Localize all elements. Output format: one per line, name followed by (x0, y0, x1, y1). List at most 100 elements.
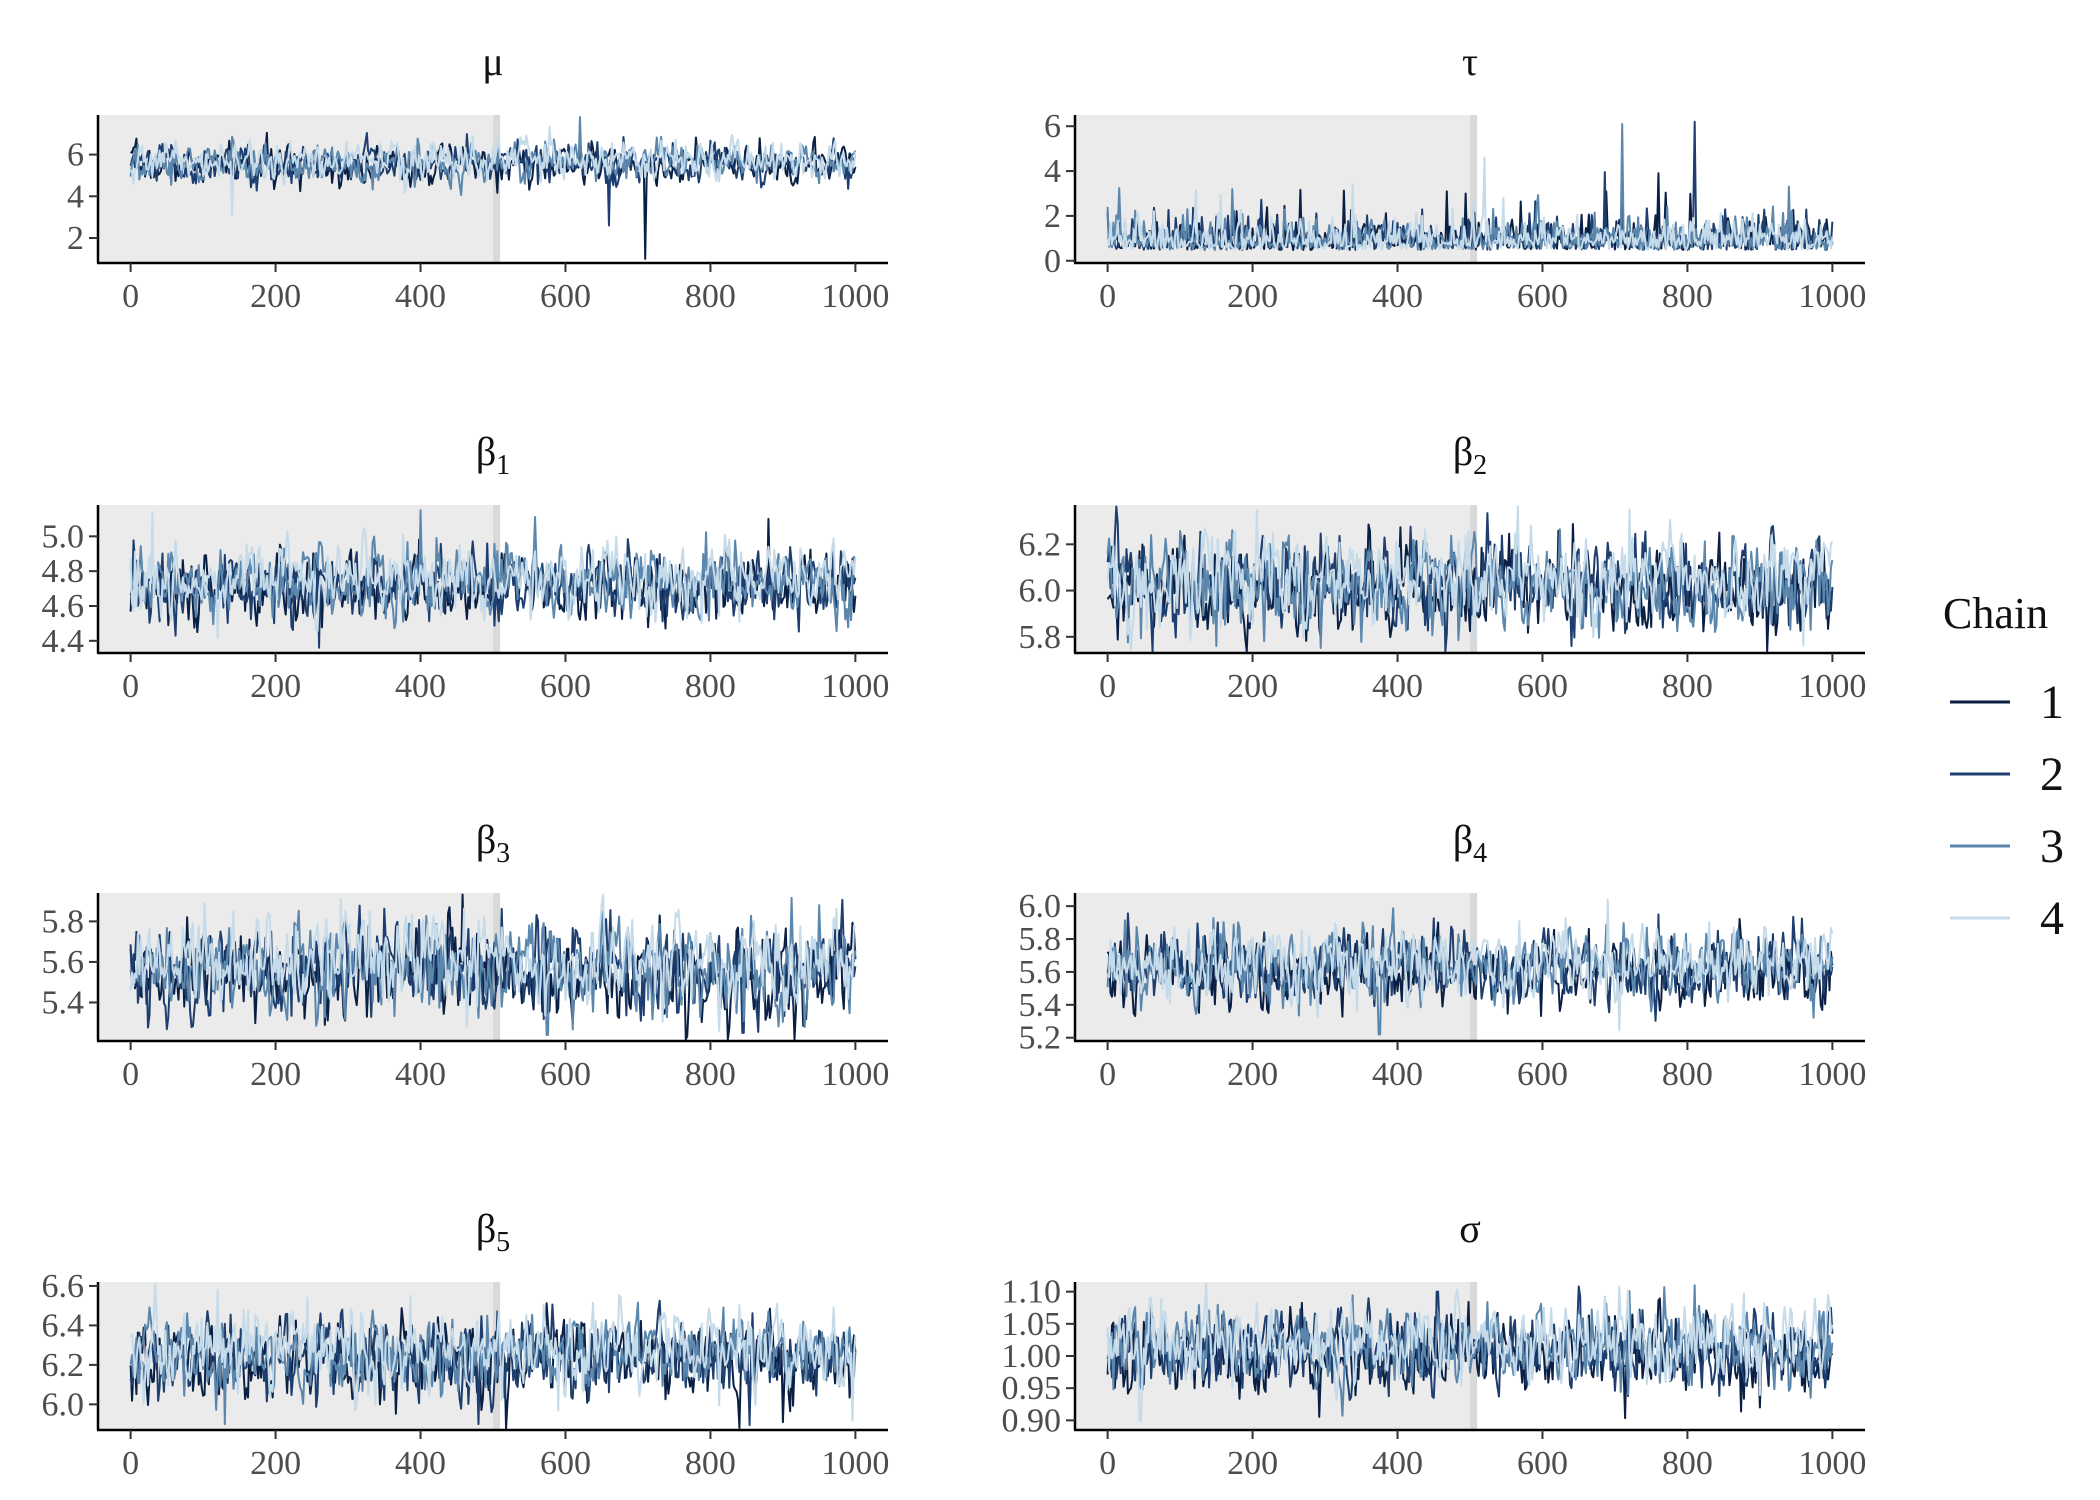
y-tick-label: 6.2 (42, 1347, 85, 1384)
trace-panel-7: β5 0 200 400 600 800 1000 6.06.26.46.6 (42, 1206, 890, 1482)
y-tick-label: 4.4 (42, 623, 85, 660)
y-tick-label: 2 (1044, 198, 1061, 235)
y-tick-label: 5.8 (42, 903, 85, 940)
y-tick-label: 6 (67, 137, 84, 174)
legend-item-1: 1 (1950, 676, 2064, 729)
x-tick-label: 800 (1662, 1056, 1713, 1093)
y-tick-label: 4 (67, 178, 84, 215)
chain-4-trace (129, 1282, 857, 1422)
y-tick-label: 6 (1044, 108, 1061, 145)
panel-title-symbol: β (1453, 429, 1473, 474)
x-tick-label: 800 (685, 668, 736, 705)
trace-panel-4: β2 0 200 400 600 800 1000 5.8 6.0 6.2 (1019, 429, 1867, 705)
panel-title-symbol: τ (1462, 39, 1478, 84)
x-tick-label: 400 (1372, 1056, 1423, 1093)
legend-item-4: 4 (1950, 892, 2064, 945)
panel-title-symbol: σ (1459, 1206, 1481, 1251)
legend-item-2: 2 (1950, 748, 2064, 801)
y-tick-label: 0.95 (1002, 1370, 1062, 1407)
x-tick-label: 400 (1372, 1445, 1423, 1482)
y-tick-label: 5.8 (1019, 619, 1062, 656)
chain-4-trace (1106, 505, 1834, 652)
y-tick-label: 0.90 (1002, 1402, 1062, 1439)
x-tick-label: 1000 (1798, 278, 1866, 315)
x-tick-label: 800 (1662, 1445, 1713, 1482)
panel-title-subscript: 3 (496, 838, 510, 869)
legend-label-3: 3 (2040, 820, 2064, 873)
x-tick-label: 800 (1662, 668, 1713, 705)
x-tick-label: 0 (1099, 1445, 1116, 1482)
x-tick-label: 200 (1227, 278, 1278, 315)
x-tick-label: 400 (395, 1056, 446, 1093)
x-tick-label: 400 (1372, 278, 1423, 315)
x-tick-label: 1000 (821, 1445, 889, 1482)
x-tick-label: 400 (1372, 668, 1423, 705)
x-tick-label: 0 (1099, 278, 1116, 315)
y-tick-label: 1.10 (1002, 1274, 1062, 1311)
x-tick-label: 600 (540, 668, 591, 705)
y-tick-label: 5.8 (1019, 921, 1062, 958)
x-tick-label: 600 (1517, 278, 1568, 315)
y-tick-label: 6.0 (1019, 888, 1062, 925)
y-tick-label: 5.4 (1019, 987, 1062, 1024)
panel-title: β3 (476, 817, 510, 869)
y-tick-label: 4 (1044, 153, 1061, 190)
chain-2-trace (129, 898, 857, 1034)
x-tick-label: 400 (395, 1445, 446, 1482)
x-tick-label: 200 (1227, 1445, 1278, 1482)
y-tick-label: 2 (67, 220, 84, 257)
x-tick-label: 0 (1099, 1056, 1116, 1093)
y-tick-label: 5.2 (1019, 1020, 1062, 1057)
panel-title: β2 (1453, 429, 1487, 481)
trace-panel-2: τ 0 200 400 600 800 1000 0 2 4 6 (1044, 39, 1866, 315)
trace-panel-5: β3 0 200 400 600 800 1000 5.45.6 5.8 (42, 817, 890, 1093)
x-tick-label: 600 (1517, 1056, 1568, 1093)
chain-4-trace (129, 510, 857, 639)
panel-title: σ (1459, 1206, 1481, 1251)
panel-title-symbol: β (476, 429, 496, 474)
x-tick-label: 600 (1517, 1445, 1568, 1482)
panel-title-subscript: 5 (496, 1227, 510, 1258)
x-tick-label: 0 (122, 668, 139, 705)
y-tick-label: 4.8 (42, 553, 85, 590)
x-tick-label: 0 (1099, 668, 1116, 705)
x-tick-label: 1000 (821, 1056, 889, 1093)
panel-title: μ (482, 39, 503, 84)
y-tick-label: 4.6 (42, 588, 85, 625)
x-tick-label: 0 (122, 1445, 139, 1482)
x-tick-label: 800 (1662, 278, 1713, 315)
panel-title: β1 (476, 429, 510, 481)
x-tick-label: 200 (250, 668, 301, 705)
x-tick-label: 0 (122, 1056, 139, 1093)
panel-title: β4 (1453, 817, 1487, 869)
warmup-shading (98, 115, 497, 263)
x-tick-label: 200 (1227, 1056, 1278, 1093)
legend-label-1: 1 (2040, 676, 2064, 729)
y-tick-label: 0 (1044, 243, 1061, 280)
panel-title-symbol: β (476, 1206, 496, 1251)
chain-4-trace (1106, 898, 1834, 1032)
y-tick-label: 5.4 (42, 984, 85, 1021)
panel-title-subscript: 4 (1473, 838, 1487, 869)
x-tick-label: 800 (685, 1445, 736, 1482)
legend-title: Chain (1943, 589, 2048, 638)
legend-label-2: 2 (2040, 748, 2064, 801)
x-tick-label: 1000 (821, 278, 889, 315)
chain-3-trace (129, 509, 857, 633)
chain-4-trace (129, 893, 857, 1032)
x-tick-label: 200 (250, 1056, 301, 1093)
y-tick-label: 6.0 (1019, 573, 1062, 610)
panel-title-symbol: μ (482, 39, 503, 84)
panel-title-symbol: β (476, 817, 496, 862)
panel-title-subscript: 1 (496, 450, 510, 481)
x-tick-label: 600 (1517, 668, 1568, 705)
y-tick-label: 1.00 (1002, 1338, 1062, 1375)
x-tick-label: 1000 (1798, 1056, 1866, 1093)
legend-label-4: 4 (2040, 892, 2064, 945)
trace-panel-3: β1 0 200 400 600 800 1000 4.44.64.85.0 (42, 429, 890, 705)
chain-4-trace (1106, 156, 1834, 251)
trace-panel-1: μ 0 200 400 600 800 1000 2 4 6 (67, 39, 889, 315)
y-tick-label: 6.6 (42, 1268, 85, 1305)
